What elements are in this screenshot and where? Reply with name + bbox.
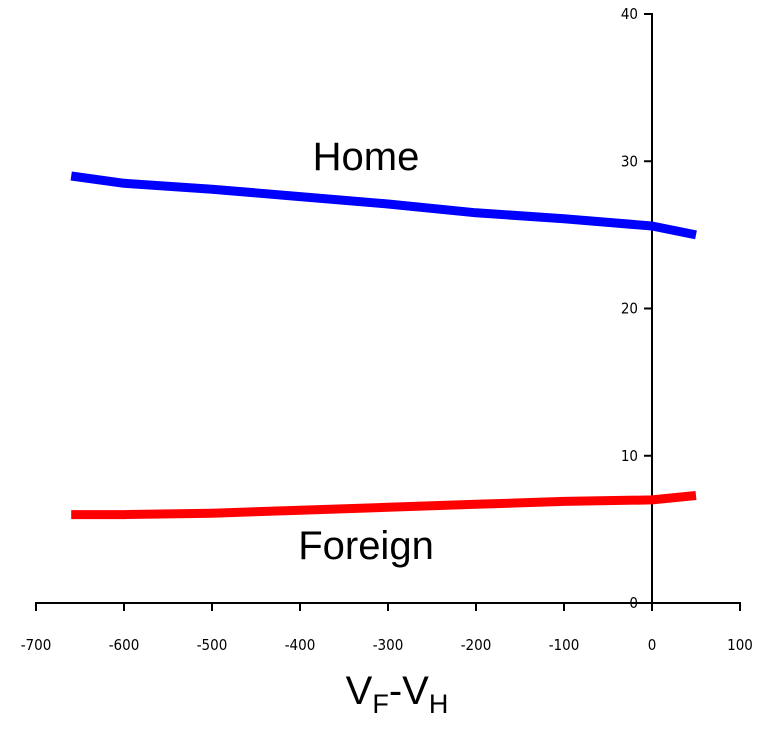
y-tick-label: 40 [621, 5, 638, 23]
x-tick-label: -200 [461, 636, 492, 654]
series-line-home [70, 171, 697, 240]
x-tick-label: -700 [21, 636, 52, 654]
x-tick-label: -100 [549, 636, 580, 654]
x-axis-title-f-sub: F [372, 689, 389, 719]
series-labels: Home Foreign [298, 135, 434, 568]
y-tick-label: 0 [629, 594, 638, 612]
x-tick-label: -300 [373, 636, 404, 654]
x-axis-title-h-sub: H [429, 689, 449, 719]
x-axis-title-v-main: V [346, 669, 373, 713]
y-tick-label: 10 [621, 447, 638, 465]
x-tick-label: -500 [197, 636, 228, 654]
x-tick-label: 100 [727, 636, 753, 654]
x-axis-title-dash: - [389, 669, 402, 713]
x-axis-title-v-main-2: V [402, 669, 429, 713]
x-ticks: -700 -600 -500 -400 -300 -200 -100 0 100 [21, 602, 753, 654]
series-line-foreign [71, 491, 697, 520]
y-ticks: 0 10 20 30 40 [621, 5, 653, 612]
x-tick-label: 0 [648, 636, 657, 654]
x-tick-label: -400 [285, 636, 316, 654]
x-axis-title: VF-VH [346, 669, 449, 719]
series-label-home: Home [313, 135, 420, 179]
series-label-foreign: Foreign [298, 524, 434, 568]
series-lines [70, 171, 697, 520]
y-tick-label: 20 [621, 300, 638, 318]
y-tick-label: 30 [621, 152, 638, 170]
x-tick-label: -600 [109, 636, 140, 654]
